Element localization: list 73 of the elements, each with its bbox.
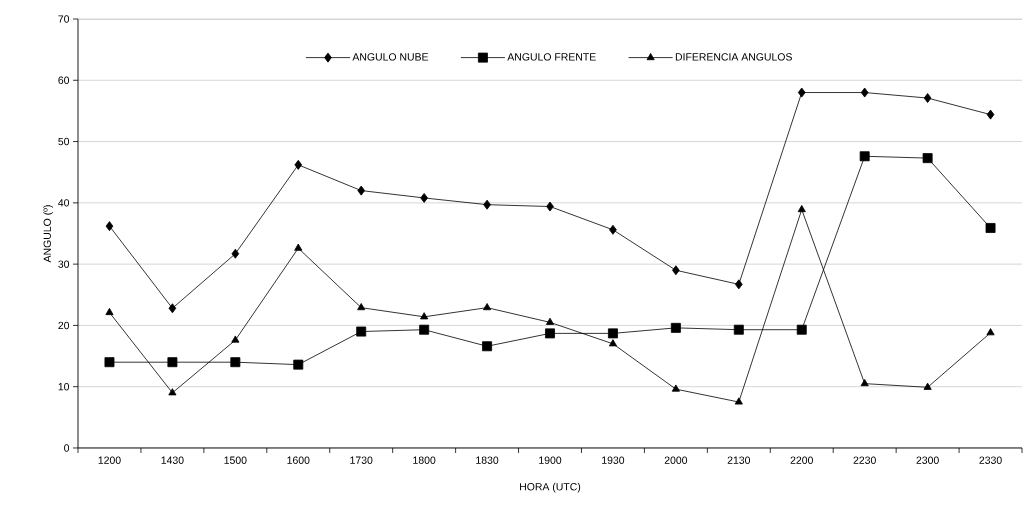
y-tick-label: 60 — [58, 76, 70, 84]
point — [797, 87, 806, 98]
point — [357, 303, 366, 311]
point — [923, 93, 932, 103]
y-tick-label: 70 — [58, 15, 70, 23]
point — [670, 322, 681, 333]
point — [420, 192, 428, 203]
legend-label: ANGULO FRENTE — [507, 53, 596, 61]
point — [419, 324, 430, 335]
y-tick-label: 50 — [58, 137, 70, 146]
x-tick-label: 1800 — [413, 456, 436, 464]
point — [357, 185, 366, 196]
point — [168, 388, 177, 396]
point — [482, 341, 493, 352]
point — [986, 109, 995, 120]
point — [483, 199, 491, 210]
x-tick-label: 1500 — [224, 456, 247, 464]
point — [105, 221, 114, 232]
point — [231, 335, 240, 343]
legend-label: ANGULO NUBE — [352, 53, 429, 61]
point — [608, 339, 617, 347]
point — [923, 382, 932, 390]
point — [294, 159, 303, 170]
x-axis-title: HORA (UTC) — [520, 482, 581, 493]
point — [986, 328, 995, 336]
point — [294, 243, 303, 251]
point — [545, 328, 555, 339]
point — [860, 379, 869, 387]
point — [231, 248, 240, 259]
point — [545, 317, 555, 325]
point — [733, 324, 744, 335]
point — [609, 224, 617, 235]
point — [104, 357, 115, 368]
point — [230, 357, 241, 368]
point — [483, 303, 492, 311]
y-tick-label: 10 — [58, 383, 70, 391]
x-tick-label: 2200 — [790, 456, 813, 464]
x-tick-label: 1830 — [476, 456, 499, 464]
x-tick-label: 1430 — [161, 456, 184, 464]
y-axis-title: ANGULO (º) — [43, 205, 54, 263]
point — [985, 223, 996, 233]
x-tick-label: 1200 — [98, 456, 121, 464]
point — [797, 204, 806, 213]
point — [672, 265, 680, 276]
point — [860, 87, 869, 98]
y-tick-label: 30 — [58, 260, 70, 268]
point — [671, 384, 680, 392]
point — [105, 307, 114, 316]
x-tick-label: 2330 — [979, 456, 1002, 464]
x-tick-label: 2300 — [916, 456, 939, 464]
point — [293, 359, 304, 370]
point — [735, 279, 743, 290]
x-tick-label: 1730 — [350, 456, 373, 464]
point — [546, 201, 554, 212]
y-tick-label: 0 — [64, 444, 70, 452]
point — [356, 326, 367, 337]
x-tick-label: 2130 — [727, 456, 751, 464]
point — [922, 153, 933, 164]
x-tick-label: 2000 — [664, 456, 688, 464]
point — [168, 303, 177, 314]
x-tick-label: 2230 — [853, 456, 876, 464]
legend-label: DIFERENCIA ANGULOS — [675, 53, 792, 61]
x-tick-label: 1900 — [539, 456, 562, 464]
x-tick-label: 1600 — [287, 456, 310, 464]
y-tick-label: 40 — [58, 199, 70, 207]
point — [607, 328, 618, 339]
point — [167, 357, 178, 368]
point — [859, 151, 870, 162]
x-tick-label: 1930 — [602, 456, 625, 464]
point — [420, 312, 429, 320]
point — [734, 397, 743, 405]
y-tick-label: 20 — [58, 321, 70, 330]
point — [796, 324, 807, 335]
